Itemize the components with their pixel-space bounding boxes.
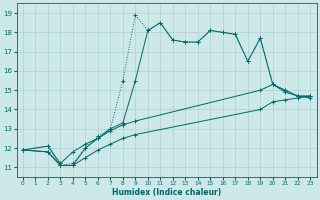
X-axis label: Humidex (Indice chaleur): Humidex (Indice chaleur) (112, 188, 221, 197)
